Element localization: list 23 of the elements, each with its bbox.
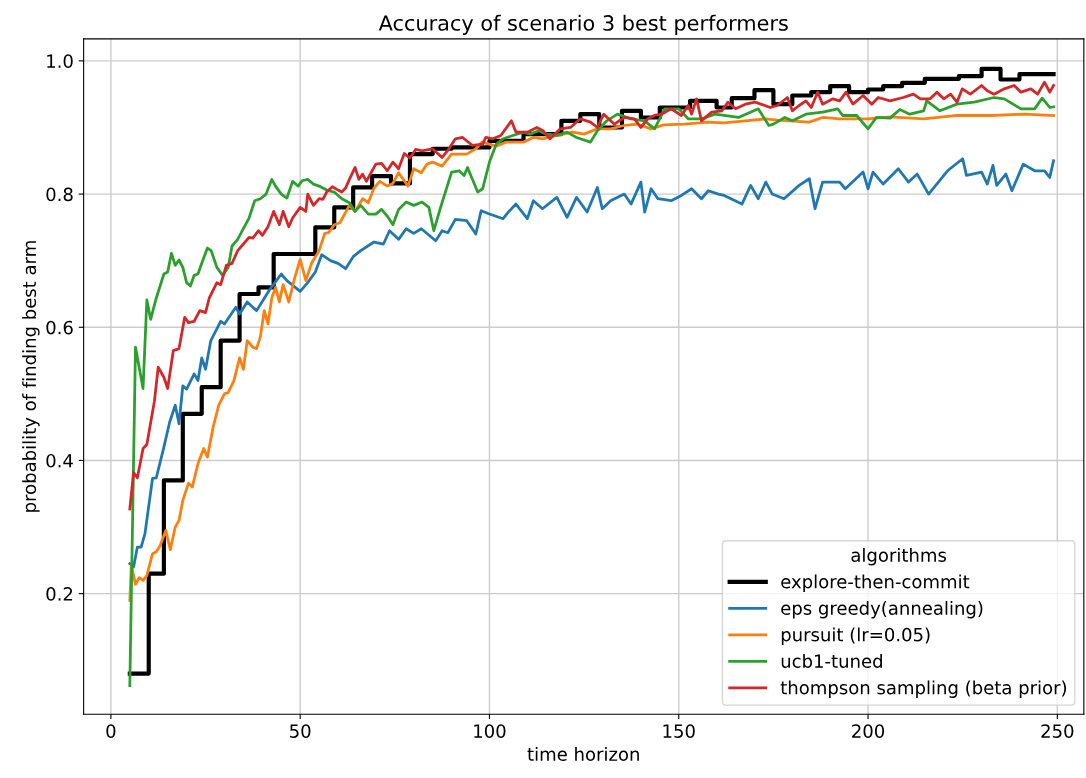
y-tick-label: 0.6: [46, 320, 73, 335]
y-tick-label: 0.4: [46, 453, 73, 468]
x-tick-label: 200: [852, 724, 885, 738]
legend-label: eps greedy(annealing): [781, 600, 983, 619]
y-tick-label: 0.2: [46, 587, 73, 601]
x-tick-label: 150: [663, 724, 695, 738]
legend-label: pursuit (lr=0.05): [781, 627, 930, 645]
x-axis-title: time horizon: [527, 746, 639, 761]
y-tick-label: 0.8: [46, 187, 73, 202]
legend-label: explore-then-commit: [781, 574, 970, 592]
line-series: [128, 80, 1055, 511]
x-tick-label: 50: [290, 724, 311, 738]
x-tick-label: 0: [106, 724, 116, 738]
legend-label: ucb1-tuned: [781, 653, 882, 668]
line-series: [128, 112, 1055, 602]
y-axis-title: probability of finding best arm: [22, 241, 40, 512]
x-tick-label: 250: [1041, 724, 1074, 738]
y-tick-label: 1.0: [47, 54, 73, 68]
line-series: [128, 157, 1055, 569]
chart-title: Accuracy of scenario 3 best performers: [378, 14, 788, 35]
x-tick-label: 100: [474, 724, 506, 738]
legend-title: algorithms: [851, 547, 947, 566]
legend-label: thompson sampling (beta prior): [780, 680, 1067, 698]
